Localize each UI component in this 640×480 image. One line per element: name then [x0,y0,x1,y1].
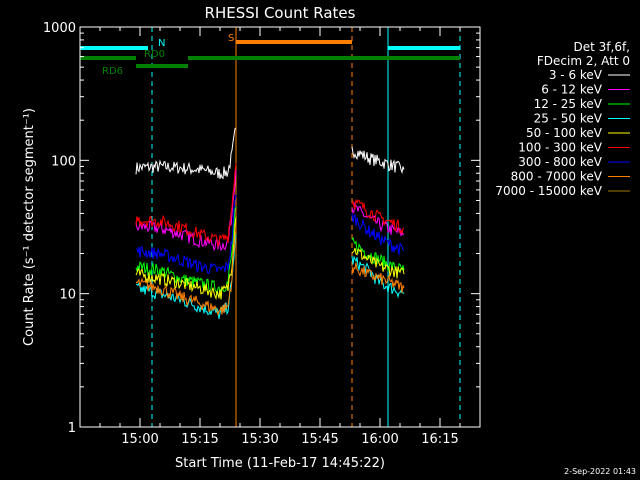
legend-header-line-2: FDecim 2, Att 0 [537,54,630,68]
y-tick-label-3: 1000 [43,21,76,36]
y-tick-label-2: 100 [51,154,76,169]
series-line-5-seg-0 [135,163,237,247]
chart-title: RHESSI Count Rates [205,4,356,22]
x-tick-label-3: 15:45 [301,432,338,447]
series-line-7-seg-1 [351,262,405,294]
x-tick-label-1: 15:15 [181,432,218,447]
series-line-4-seg-1 [351,247,405,279]
series-line-6-seg-1 [351,213,405,256]
series-line-7-seg-0 [135,230,237,317]
annotation-label-n: N [158,38,165,49]
legend-label-5: 100 - 300 keV [518,141,602,155]
x-tick-label-5: 16:15 [421,432,458,447]
x-tick-label-0: 15:00 [121,432,158,447]
legend-label-0: 3 - 6 keV [549,68,603,82]
y-tick-label-1: 10 [59,288,76,303]
legend-label-8: 7000 - 15000 keV [495,184,602,198]
axes: 1 10 100 1000 15:00 15:15 15:30 15:45 16:00 16:15 [43,21,481,447]
timestamp: 2-Sep-2022 01:43 [564,467,636,476]
series-line-2-seg-0 [135,206,237,296]
y-axis-label: Count Rate (s⁻¹ detector segment⁻¹) [22,108,37,346]
legend-label-1: 6 - 12 keV [541,83,603,97]
legend-label-6: 300 - 800 keV [518,155,602,169]
annotation-label-s: S [228,33,234,44]
y-tick-label-0: 1 [68,421,76,436]
annotation-label-rd0: RD0 [144,49,165,60]
legend-label-3: 25 - 50 keV [534,112,603,126]
legend-label-2: 12 - 25 keV [534,97,603,111]
x-axis-label: Start Time (11-Feb-17 14:45:22) [175,456,385,471]
annotation-label-rd6: RD6 [102,66,123,77]
x-tick-label-2: 15:30 [241,432,278,447]
legend-label-4: 50 - 100 keV [526,126,603,140]
series-line-5-seg-1 [351,199,405,236]
legend-header-line-1: Det 3f,6f, [574,40,631,54]
series-line-0-seg-1 [351,146,405,175]
series-line-3-seg-1 [351,255,405,299]
series-line-4-seg-0 [135,216,237,301]
series-line-3-seg-0 [135,233,237,320]
series-line-6-seg-0 [135,194,237,274]
legend-label-7: 800 - 7000 keV [511,170,603,184]
x-tick-label-4: 16:00 [361,432,398,447]
series-line-0-seg-0 [135,127,237,180]
